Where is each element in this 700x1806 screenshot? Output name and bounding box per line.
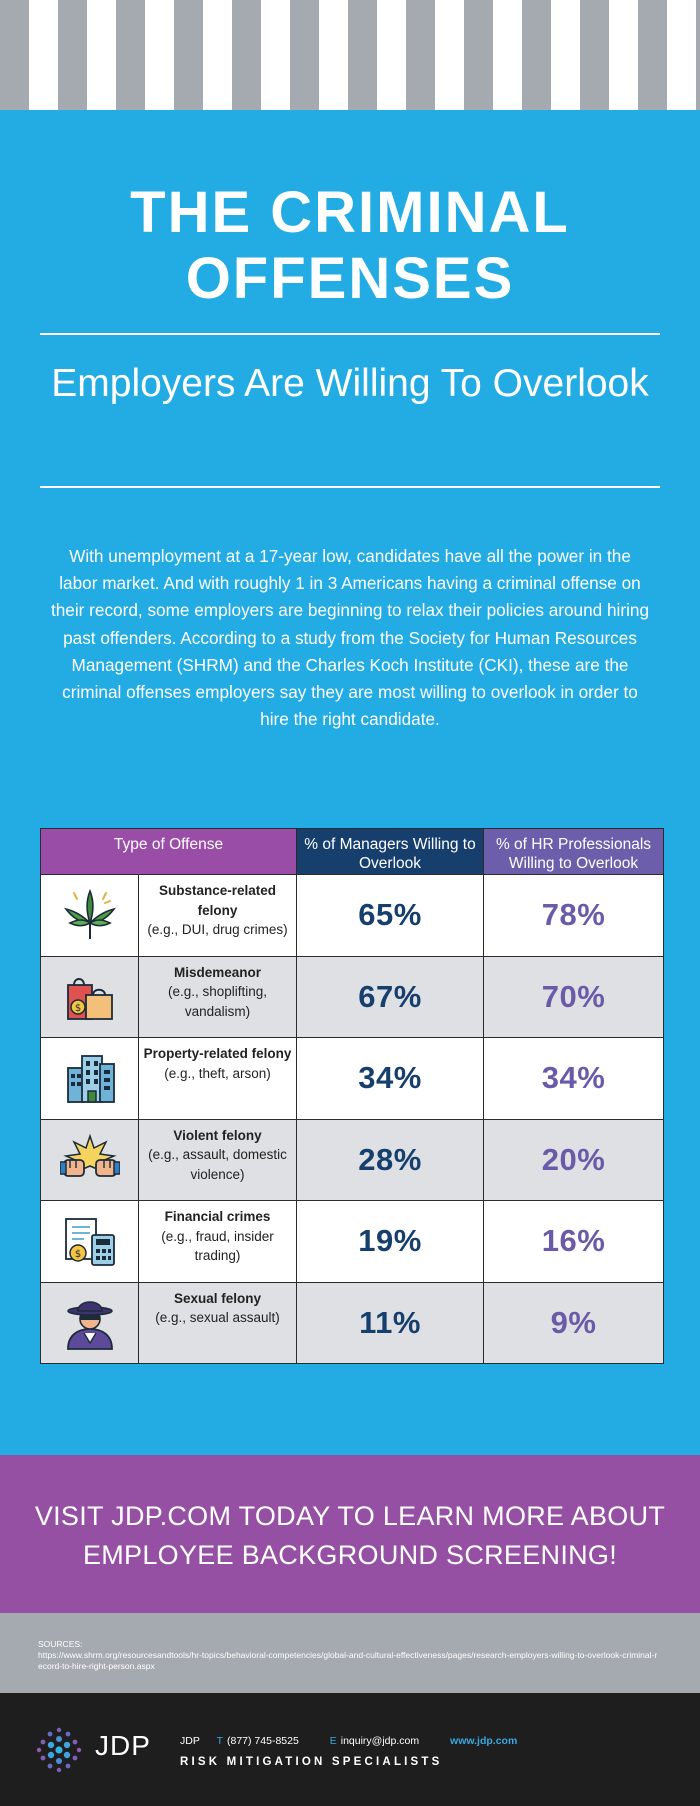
header-hr: % of HR Professionals Willing to Overloo… xyxy=(484,829,663,874)
header-managers: % of Managers Willing to Overlook xyxy=(297,829,484,874)
company-name: JDP xyxy=(180,1735,200,1747)
divider xyxy=(40,333,660,335)
cannabis-leaf-icon xyxy=(60,885,120,945)
shopping-bags-icon: $ xyxy=(60,967,120,1027)
website-link[interactable]: www.jdp.com xyxy=(450,1735,518,1747)
hr-percent: 78% xyxy=(541,897,606,933)
offense-name: Substance-related felony xyxy=(158,883,277,918)
fist-bump-icon xyxy=(59,1130,120,1190)
managers-percent: 11% xyxy=(359,1304,421,1340)
sources-link[interactable]: https://www.shrm.org/resourcesandtools/h… xyxy=(38,1650,658,1671)
offense-name: Misdemeanor xyxy=(173,964,262,980)
hr-percent: 34% xyxy=(541,1060,606,1096)
hr-percent: 16% xyxy=(541,1223,606,1259)
offense-example: (e.g., fraud, insider trading) xyxy=(161,1228,274,1264)
offense-example: (e.g., DUI, drug crimes) xyxy=(147,922,288,937)
managers-percent: 19% xyxy=(358,1223,422,1259)
email-link[interactable]: inquiry@jdp.com xyxy=(340,1735,420,1747)
page-title: THE CRIMINAL OFFENSES xyxy=(130,180,570,311)
calculator-invoice-icon: $ xyxy=(60,1211,120,1271)
divider xyxy=(40,486,660,488)
hr-percent: 20% xyxy=(541,1141,606,1177)
office-building-icon xyxy=(60,1048,120,1108)
phone-label: T xyxy=(216,1735,223,1747)
table-row: Property-related felony (e.g., theft, ar… xyxy=(41,1038,663,1120)
intro-paragraph: With unemployment at a 17-year low, cand… xyxy=(50,546,650,730)
table-row: Sexual felony (e.g., sexual assault) 11%… xyxy=(41,1282,663,1363)
hr-percent: 70% xyxy=(541,978,606,1014)
managers-percent: 34% xyxy=(358,1060,422,1096)
sources-label: SOURCES: xyxy=(38,1639,83,1649)
main-section: THE CRIMINAL OFFENSES Employers Are Will… xyxy=(0,110,700,1455)
table-header: Type of Offense % of Managers Willing to… xyxy=(41,829,663,875)
page-subtitle: Employers Are Willing To Overlook xyxy=(51,362,649,405)
sources-section: SOURCES: https://www.shrm.org/resourcesa… xyxy=(0,1613,700,1693)
managers-percent: 28% xyxy=(358,1141,422,1177)
offense-example: (e.g., sexual assault) xyxy=(155,1310,280,1325)
table-row: Violent felony (e.g., assault, domestic … xyxy=(41,1119,663,1201)
offense-example: (e.g., assault, domestic violence) xyxy=(148,1147,287,1182)
table-row: $ Misdemeanor (e.g., shoplifting, vandal… xyxy=(41,956,663,1038)
email-label: E xyxy=(329,1735,337,1747)
offense-example: (e.g., theft, arson) xyxy=(164,1065,271,1081)
offense-name: Property-related felony xyxy=(143,1046,292,1061)
managers-percent: 67% xyxy=(358,978,422,1014)
managers-percent: 65% xyxy=(358,897,422,933)
offense-example: (e.g., shoplifting, vandalism) xyxy=(167,984,268,1019)
hooded-figure-icon xyxy=(60,1293,120,1353)
svg-text:$: $ xyxy=(74,1003,80,1014)
cta-banner: VISIT JDP.COM TODAY TO LEARN MORE ABOUT … xyxy=(0,1455,700,1613)
offense-table: Type of Offense % of Managers Willing to… xyxy=(40,828,664,1364)
svg-text:$: $ xyxy=(74,1249,80,1260)
hr-percent: 9% xyxy=(550,1304,597,1340)
offense-name: Financial crimes xyxy=(164,1209,271,1224)
offense-name: Sexual felony xyxy=(173,1290,262,1306)
tagline: RISK MITIGATION SPECIALISTS xyxy=(180,1756,443,1768)
logo-text: JDP xyxy=(95,1730,151,1761)
cta-text: VISIT JDP.COM TODAY TO LEARN MORE ABOUT … xyxy=(34,1501,666,1570)
offense-name: Violent felony xyxy=(173,1127,262,1143)
phone-number[interactable]: (877) 745-8525 xyxy=(227,1735,299,1747)
jdp-logo-dots-icon xyxy=(34,1725,84,1780)
table-row: $ Financial crimes (e.g., fraud, insider… xyxy=(41,1201,663,1283)
table-row: Substance-related felony (e.g., DUI, dru… xyxy=(41,875,663,957)
header-type: Type of Offense xyxy=(41,829,297,874)
top-stripes xyxy=(0,0,700,110)
